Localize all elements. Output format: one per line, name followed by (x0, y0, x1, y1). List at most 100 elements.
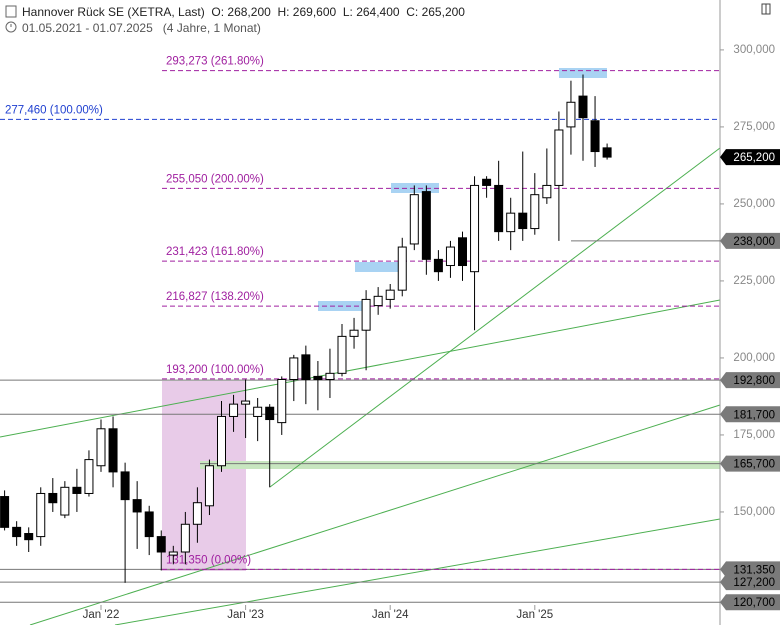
price-tag-label: 165,700 (733, 459, 775, 471)
candle-body (48, 492, 58, 504)
y-tick-label: 175,000 (733, 429, 775, 441)
candle-body (180, 523, 190, 553)
price-tag-label: 265,200 (733, 152, 775, 164)
candle-body (349, 329, 359, 337)
y-tick-label: 225,000 (733, 275, 775, 287)
candle-body (265, 406, 275, 421)
trendline (114, 518, 721, 625)
trendline (269, 147, 721, 488)
header-line: 01.05.2021 - 01.07.2025 (4 Jahre, 1 Mona… (22, 21, 261, 35)
candle-body (301, 354, 311, 380)
candle-body (217, 415, 226, 467)
y-tick-label: 250,000 (733, 198, 775, 210)
price-tag (720, 561, 780, 578)
fib-label: 193,200 (100.00%) (166, 364, 264, 376)
candle-body (361, 298, 371, 331)
support-band (200, 461, 720, 469)
date-range: 01.05.2021 - 01.07.2025 (22, 21, 153, 35)
candle-body (518, 212, 528, 230)
candle-body (602, 147, 612, 158)
fib-label: 277,460 (100.00%) (5, 104, 103, 116)
price-tag-label: 192,800 (733, 375, 775, 387)
trendline (0, 299, 721, 438)
candle-body (325, 372, 335, 380)
candle-body (409, 194, 419, 245)
price-tag (720, 406, 780, 423)
candle-body (530, 194, 540, 230)
candle-body (554, 129, 564, 186)
y-tick-label: 200,000 (733, 352, 775, 364)
candle-body (144, 511, 154, 538)
trendline (29, 404, 721, 625)
fib-label: 231,423 (161.80%) (166, 246, 264, 258)
candle-body (421, 191, 431, 260)
price-tag-label: 120,700 (733, 597, 775, 609)
ohlc: O: 268,200 (211, 5, 271, 19)
candle-body (108, 428, 118, 473)
candle-body (24, 533, 34, 541)
candle-body (506, 212, 516, 233)
candle-body (566, 101, 576, 128)
candle-body (445, 246, 455, 267)
trendlines (0, 147, 721, 625)
zone-box (559, 68, 607, 78)
candle-body (229, 403, 239, 417)
fib-label: 131,350 (0.00%) (166, 554, 251, 566)
price-tag-label: 238,000 (733, 236, 775, 248)
title: Hannover Rück SE (XETRA, Last) (22, 5, 205, 19)
icons (5, 5, 17, 33)
candle-body (192, 502, 202, 525)
x-tick-label: Jan '22 (83, 609, 120, 621)
zone-box (355, 262, 403, 272)
span: (4 Jahre, 1 Monat) (162, 21, 261, 35)
price-tag-label: 181,700 (733, 409, 775, 421)
ohlc: H: 269,600 (277, 5, 337, 19)
candle-body (132, 499, 142, 513)
candle-body (433, 258, 443, 273)
candle-body (458, 237, 467, 267)
price-tag (720, 455, 780, 472)
candle-body (120, 471, 130, 501)
candle-body (494, 184, 504, 233)
candle-body (36, 492, 46, 538)
candle-body (253, 406, 263, 417)
candle-body (578, 95, 588, 119)
ohlc: C: 265,200 (406, 5, 465, 19)
candle-body (373, 295, 383, 307)
candle-body (168, 551, 178, 556)
candle-body (12, 526, 22, 538)
candle-body (84, 459, 94, 494)
candle-body (313, 375, 323, 380)
candle-body (277, 378, 287, 424)
candle-body (542, 184, 552, 199)
price-tag (720, 594, 780, 611)
candle-body (0, 496, 10, 528)
candle-body (60, 486, 70, 516)
candle-body (470, 184, 480, 273)
x-tick-label: Jan '24 (372, 609, 409, 621)
candle-body (289, 357, 299, 380)
y-tick-label: 300,000 (733, 44, 775, 56)
candle-body (385, 289, 395, 300)
x-tick-label: Jan '25 (516, 609, 553, 621)
price-tag-label: 127,200 (733, 577, 775, 589)
toolbar-icon (761, 3, 771, 15)
candle-body (156, 536, 166, 553)
fib-label: 255,050 (200.00%) (166, 173, 264, 185)
price-tag (720, 232, 780, 249)
candle-body (337, 335, 347, 374)
fib-label: 216,827 (138.20%) (166, 291, 264, 303)
candle-body (204, 465, 214, 507)
candle-body (482, 178, 492, 186)
plot: 150,000 175,000 200,000 225,000 250,000 275,0… (0, 44, 780, 621)
price-tag (720, 574, 780, 591)
ohlc: L: 264,400 (342, 5, 400, 19)
candle-body (96, 428, 106, 467)
candle-body (590, 120, 600, 153)
candle-body (241, 400, 251, 405)
candle-body (72, 486, 82, 494)
candle-body (397, 246, 407, 291)
price-tag (720, 372, 780, 389)
